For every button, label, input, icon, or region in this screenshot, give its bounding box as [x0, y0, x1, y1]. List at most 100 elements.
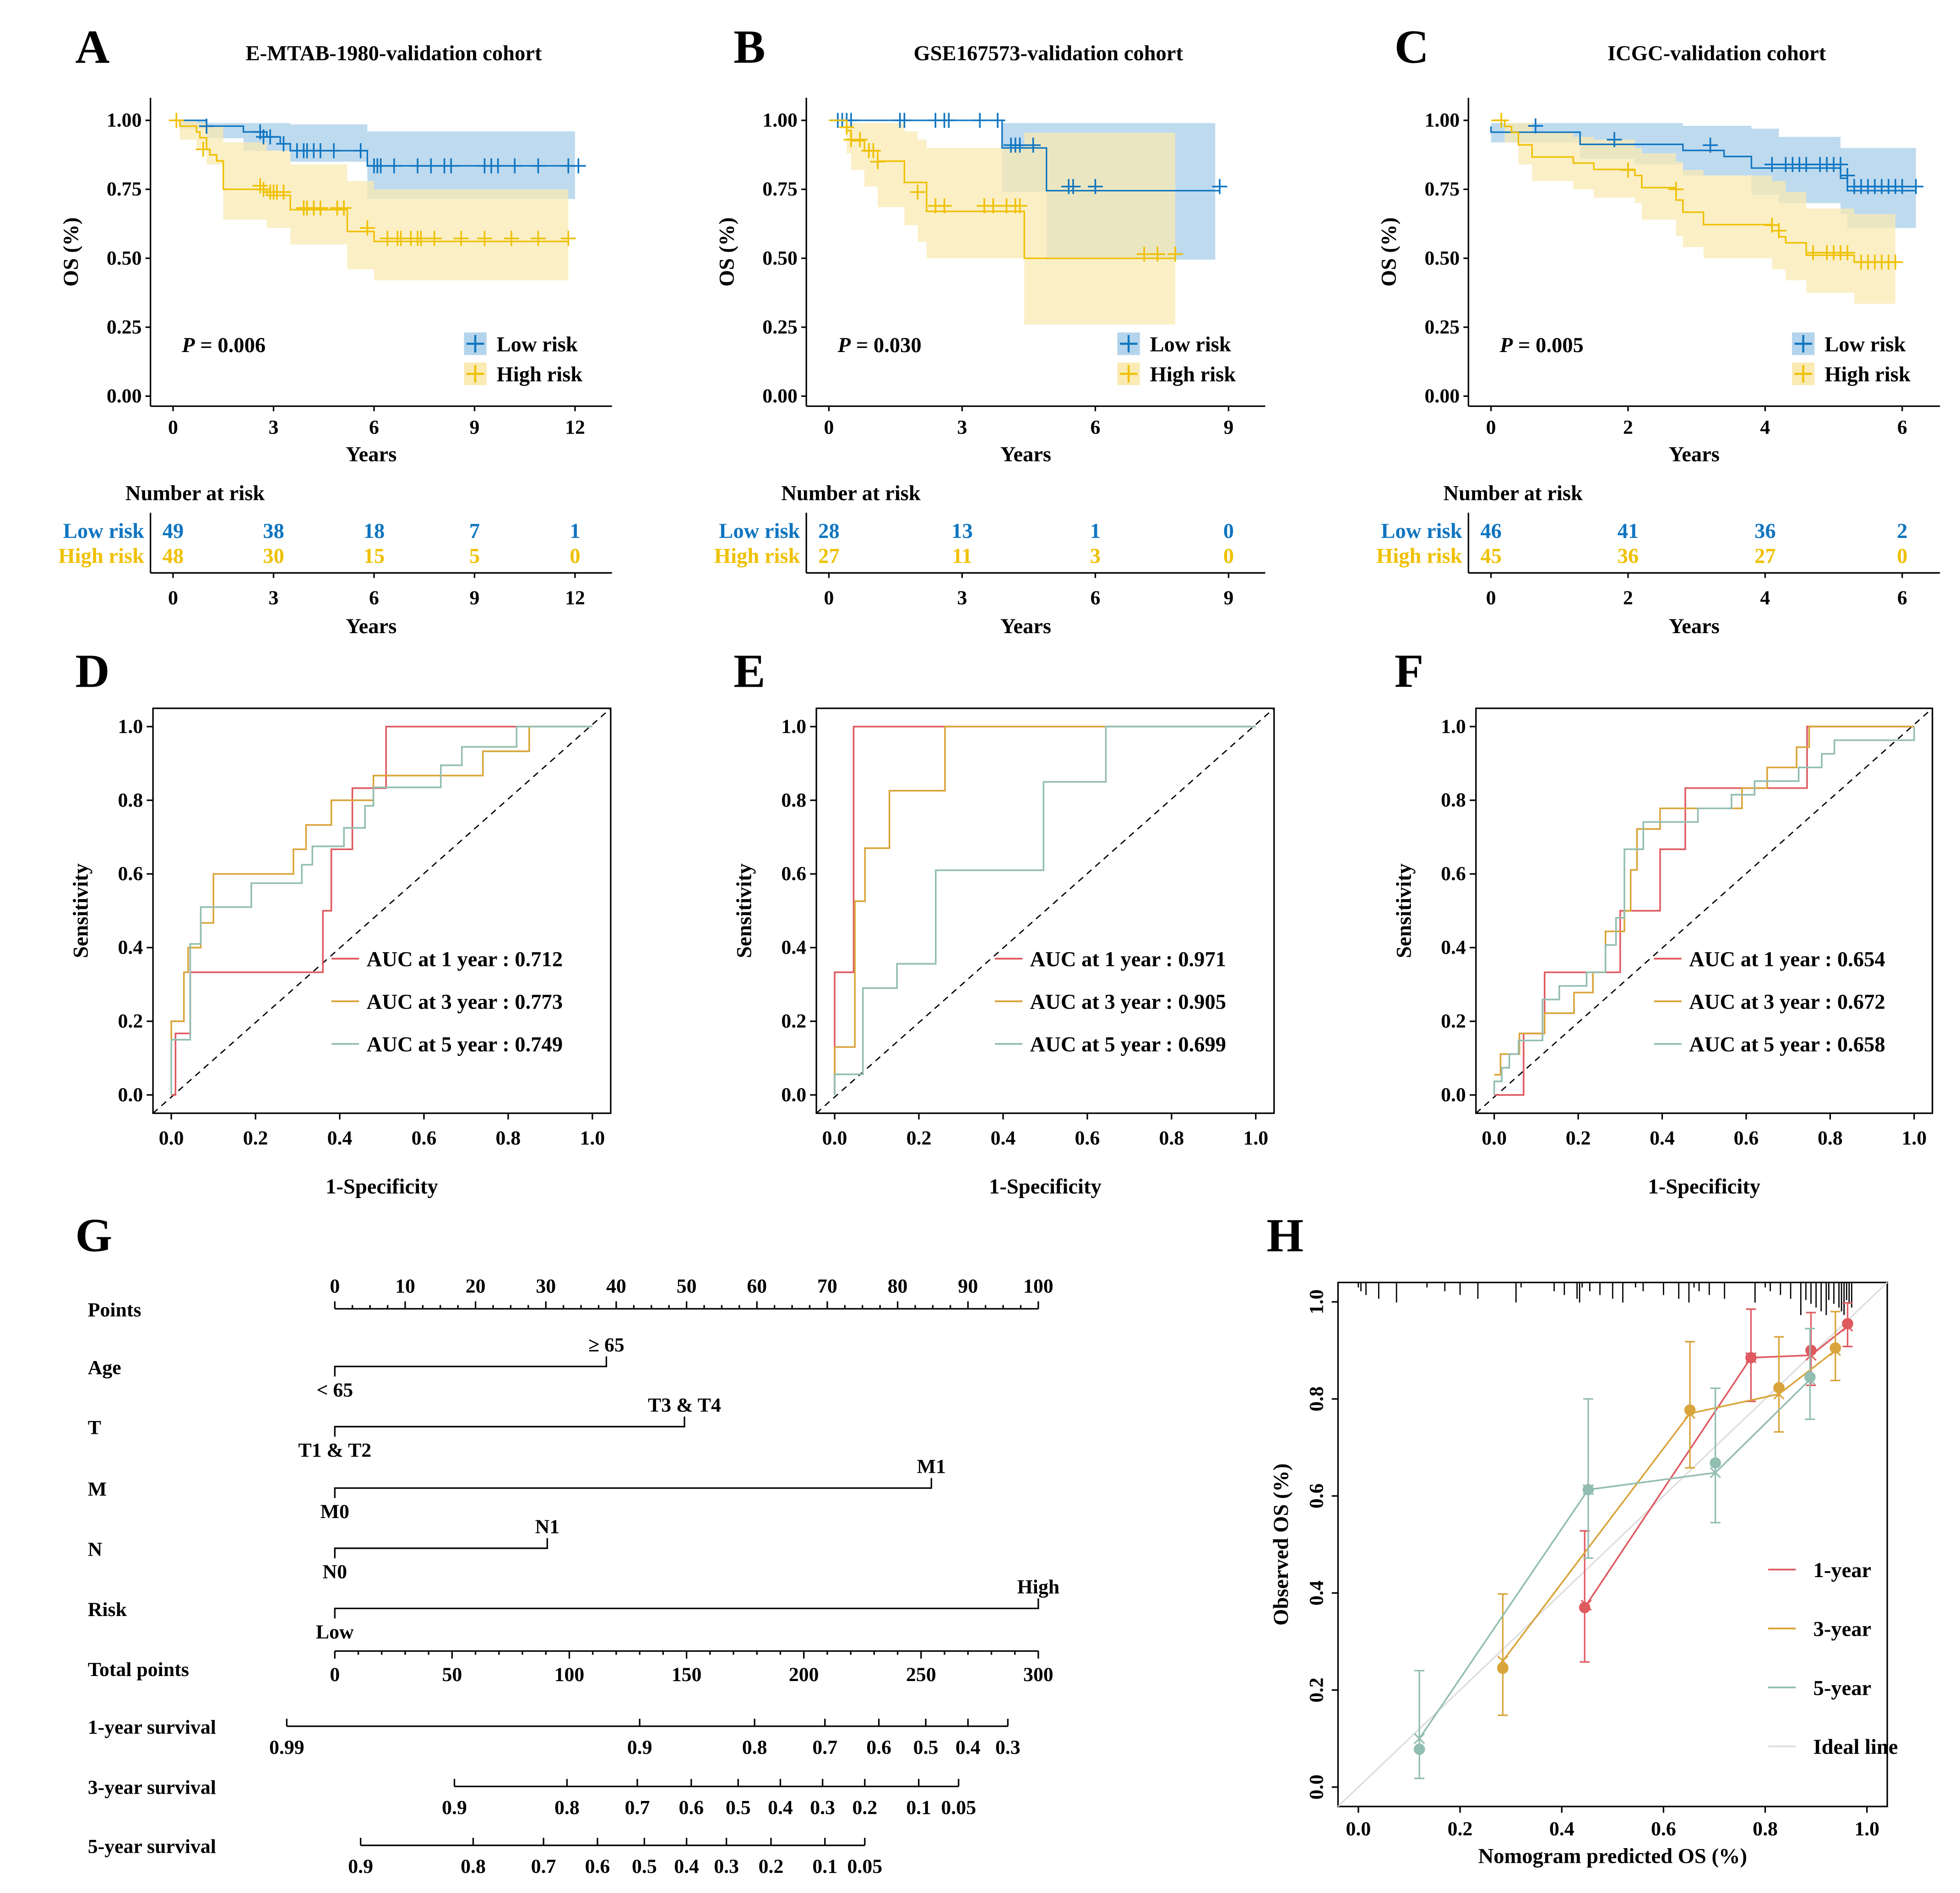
risk-count: 38	[263, 520, 284, 543]
censor-mark	[839, 119, 854, 135]
x-tick-label: 0.0	[159, 1127, 184, 1149]
risk-count: 28	[818, 520, 840, 543]
y-axis-label: OS (%)	[60, 217, 83, 287]
total-points-tick-label: 150	[672, 1664, 702, 1686]
x-tick-label: 1.0	[1901, 1127, 1927, 1149]
risk-count: 46	[1480, 520, 1502, 543]
y-tick-label: 0.50	[762, 247, 798, 269]
total-points-tick-label: 300	[1023, 1664, 1053, 1686]
x-tick-label: 1.0	[580, 1127, 605, 1149]
legend-label: Ideal line	[1813, 1736, 1898, 1759]
corrected-point	[1582, 1484, 1594, 1496]
legend-label: AUC at 3 year : 0.905	[1030, 991, 1226, 1014]
risk-x-tick-label: 4	[1760, 587, 1770, 609]
risk-count: 13	[951, 520, 973, 543]
risk-row-label: High risk	[714, 545, 800, 568]
y-tick-label: 0.75	[1424, 178, 1460, 200]
legend-censor-icon	[466, 335, 484, 353]
x-tick-label: 6	[369, 416, 379, 438]
factor-axis-t	[334, 1416, 685, 1437]
censor-mark	[326, 143, 342, 158]
points-tick-label: 90	[958, 1275, 978, 1297]
censor-mark	[410, 158, 425, 174]
km-plot-c: ICGC-validation cohort 0.00 0.25 0.50 0.75 1.…	[1376, 42, 1940, 638]
risk-count: 27	[1754, 545, 1776, 568]
y-tick-label: 0.4	[1441, 937, 1466, 959]
factor-level-high: T3 & T4	[648, 1394, 721, 1416]
survival-tick-label: 0.6	[585, 1855, 610, 1877]
factor-level-low: T1 & T2	[298, 1439, 371, 1461]
survival-tick-label: 0.5	[726, 1796, 751, 1818]
p-value-text: = 0.005	[1513, 334, 1584, 357]
y-axis-label: OS (%)	[1377, 217, 1401, 287]
corrected-point	[1842, 1320, 1853, 1332]
censor-mark	[1668, 182, 1684, 197]
roc-curve-3yr	[1494, 726, 1914, 1076]
factor-axis-m	[334, 1478, 932, 1498]
censor-mark	[477, 231, 492, 246]
survival-tick-label: 0.3	[714, 1855, 739, 1877]
risk-x-tick-label: 6	[369, 587, 379, 609]
survival-tick-label: 0.9	[627, 1736, 652, 1758]
survival-tick-label: 0.3	[810, 1796, 835, 1818]
y-tick-label: 0.0	[118, 1084, 143, 1106]
x-axis-label: Nomogram predicted OS (%)	[1478, 1844, 1747, 1868]
legend-label: AUC at 3 year : 0.672	[1689, 991, 1885, 1014]
censor-mark	[386, 158, 402, 174]
censor-mark	[1908, 179, 1924, 194]
censor-mark	[852, 132, 868, 147]
legend-label: 3-year	[1813, 1618, 1872, 1641]
km-plot-b: GSE167573-validation cohort 0.00 0.25 0.50 0…	[714, 42, 1265, 638]
censor-mark	[1703, 137, 1718, 153]
legend-censor-icon	[466, 365, 484, 383]
y-tick-label: 1.00	[107, 109, 142, 131]
y-tick-label: 0.00	[1424, 385, 1460, 407]
censor-mark	[373, 158, 389, 174]
x-tick-label: 0.2	[1448, 1818, 1473, 1840]
risk-count: 18	[364, 520, 385, 543]
plot-frame	[815, 707, 1275, 1114]
y-tick-label: 0.50	[107, 247, 142, 269]
censor-mark	[453, 231, 469, 246]
y-tick-label: 0.6	[1441, 863, 1466, 885]
roc-curve-5yr	[170, 726, 592, 1095]
x-tick-label: 0.8	[1159, 1127, 1184, 1149]
censor-mark	[443, 158, 459, 174]
censor-mark	[1888, 255, 1903, 270]
censor-mark	[313, 201, 328, 216]
survival-tick-label: 0.8	[742, 1736, 767, 1758]
y-tick-label: 0.75	[762, 178, 798, 200]
legend-label: Low risk	[1150, 333, 1231, 356]
reference-diagonal	[816, 708, 1275, 1114]
x-axis-label: Years	[1000, 443, 1051, 466]
censor-mark	[570, 158, 586, 174]
nomogram-row-label: N	[88, 1538, 103, 1560]
x-tick-label: 0.8	[1818, 1127, 1843, 1149]
survival-tick-label: 0.8	[554, 1796, 580, 1818]
corrected-point	[1684, 1408, 1696, 1419]
risk-count: 0	[1897, 545, 1907, 568]
censor-mark	[1607, 132, 1622, 147]
corrected-point	[1805, 1350, 1817, 1361]
corrected-point	[1804, 1374, 1816, 1385]
x-tick-label: 0.6	[412, 1127, 437, 1149]
observed-point	[1773, 1382, 1785, 1394]
factor-axis-risk	[334, 1598, 1039, 1619]
y-tick-label: 0.0	[781, 1084, 806, 1106]
factor-level-high: N1	[535, 1516, 560, 1538]
y-tick-label: 0.25	[107, 316, 142, 338]
survival-tick-label: 0.05	[941, 1796, 976, 1818]
censor-mark	[413, 231, 429, 246]
total-points-tick-label: 50	[442, 1664, 462, 1686]
risk-x-tick-label: 6	[1897, 587, 1907, 609]
legend-label: Low risk	[1824, 333, 1906, 356]
panel-label-e: E	[733, 645, 765, 698]
calibration-curve	[1418, 1379, 1811, 1739]
censor-mark	[1764, 157, 1780, 172]
x-tick-label: 1.0	[1243, 1127, 1268, 1149]
y-tick-label: 1.0	[118, 716, 143, 738]
censor-mark	[1065, 179, 1081, 194]
confidence-band-high	[847, 123, 1176, 325]
x-tick-label: 6	[1897, 416, 1907, 438]
